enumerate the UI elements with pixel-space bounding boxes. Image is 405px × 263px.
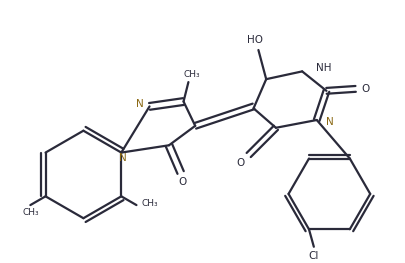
Text: O: O (360, 84, 369, 94)
Text: N: N (119, 153, 127, 163)
Text: CH₃: CH₃ (22, 208, 38, 217)
Text: Cl: Cl (308, 251, 318, 261)
Text: N: N (136, 99, 143, 109)
Text: NH: NH (315, 63, 330, 73)
Text: O: O (236, 158, 245, 168)
Text: HO: HO (246, 35, 262, 45)
Text: O: O (178, 177, 186, 187)
Text: CH₃: CH₃ (141, 199, 158, 208)
Text: N: N (326, 117, 333, 127)
Text: CH₃: CH₃ (183, 70, 199, 79)
